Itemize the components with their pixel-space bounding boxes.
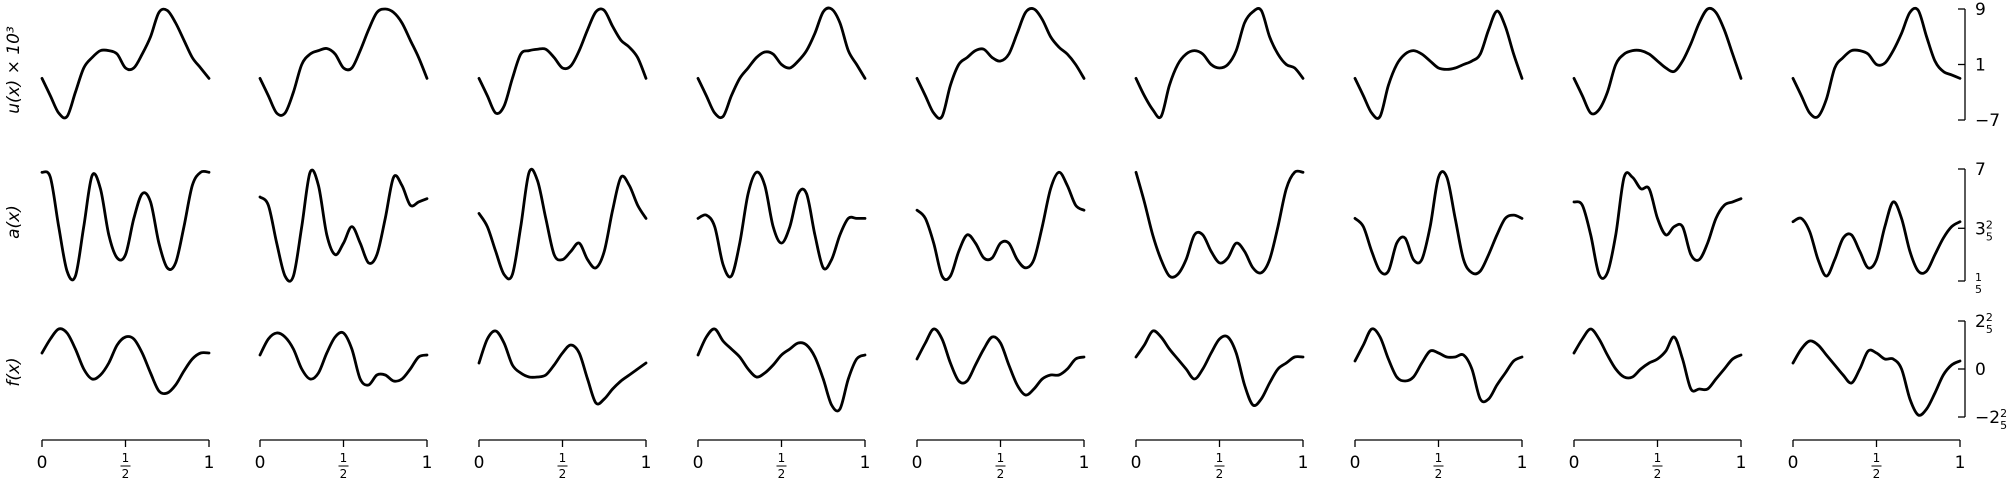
x-tick-label-5-1: 12 [995,451,1006,481]
x-tick-num: 1 [1216,451,1224,465]
series-line-a-5 [915,170,1086,282]
x-tick-label-2-0: 0 [255,453,266,473]
x-tick-num: 1 [997,451,1005,465]
x-tick-label-9-1: 12 [1871,451,1882,481]
x-tick-label-1-2: 1 [204,453,215,473]
series-line-f-1 [40,327,211,396]
y-tick-label-a-0: 7 [1975,160,1986,180]
x-tick-num: 1 [778,451,786,465]
series-line-u-9 [1791,6,1962,119]
x-tick-den: 2 [1435,467,1443,481]
x-tick-label-6-2: 1 [1298,453,1309,473]
y-tick-label-u-1: 1 [1975,56,1986,76]
x-tick-label-7-1: 12 [1433,451,1444,481]
series-line-a-7 [1353,170,1524,276]
x-tick-label-2-2: 1 [422,453,433,473]
series-line-f-2 [258,330,429,387]
row-labels: u(x) × 10³ a(x) f(x) [4,26,24,387]
right-axes: 9 1 −7 7 32 5 1 5 22 5 0 −22 5 [1958,0,2007,432]
series-line-u-7 [1353,9,1524,120]
x-tick-label-7-0: 0 [1350,453,1361,473]
series-line-u-6 [1134,7,1305,120]
x-tick-label-5-0: 0 [912,453,923,473]
x-tick-num: 1 [122,451,130,465]
y-tick-label-f-0: 22 5 [1975,311,1993,336]
x-tick-num: 1 [340,451,348,465]
x-tick-label-9-2: 1 [1955,453,1966,473]
x-tick-label-7-2: 1 [1517,453,1528,473]
y-tick-label-u-2: −7 [1975,111,2000,131]
series-line-a-9 [1791,200,1962,278]
x-tick-label-4-0: 0 [693,453,704,473]
series-line-u-3 [477,7,648,115]
series-line-u-1 [40,7,211,120]
series-line-u-8 [1572,6,1743,116]
x-tick-label-8-1: 12 [1652,451,1663,481]
x-tick-label-2-1: 12 [338,451,349,481]
x-tick-label-5-2: 1 [1079,453,1090,473]
x-tick-label-1-0: 0 [37,453,48,473]
x-tick-num: 1 [1654,451,1662,465]
series-line-f-7 [1353,327,1524,404]
x-tick-den: 2 [1873,467,1881,481]
x-tick-label-4-2: 1 [860,453,871,473]
row-label-a: a(x) [4,205,24,239]
x-tick-den: 2 [122,467,130,481]
y-tick-label-f-1: 0 [1975,360,1986,380]
series-line-a-2 [258,168,429,283]
y-tick-label-f-2: −22 5 [1975,407,2007,432]
series-line-a-4 [696,170,867,279]
x-tick-den: 2 [340,467,348,481]
row-label-u: u(x) × 10³ [4,26,24,114]
x-tick-den: 2 [559,467,567,481]
x-tick-den: 2 [997,467,1005,481]
series-line-f-4 [696,327,867,413]
x-tick-label-6-1: 12 [1214,451,1225,481]
y-tick-label-u-0: 9 [1975,0,1986,20]
series-line-f-8 [1572,327,1743,393]
x-tick-label-3-2: 1 [641,453,652,473]
x-tick-label-3-0: 0 [474,453,485,473]
x-tick-num: 1 [559,451,567,465]
panels [40,6,1962,417]
series-line-u-4 [696,6,867,120]
x-tick-label-1-1: 12 [120,451,131,481]
series-line-f-5 [915,327,1086,397]
series-line-u-2 [258,7,429,117]
x-tick-label-8-0: 0 [1569,453,1580,473]
x-tick-den: 2 [778,467,786,481]
x-tick-den: 2 [1654,467,1662,481]
x-tick-label-8-2: 1 [1736,453,1747,473]
x-tick-label-9-0: 0 [1788,453,1799,473]
x-tick-label-6-0: 0 [1131,453,1142,473]
series-line-a-3 [477,167,648,281]
y-tick-label-a-1: 32 5 [1975,218,1993,243]
series-line-a-8 [1572,171,1743,280]
row-label-f: f(x) [4,357,24,386]
series-line-a-6 [1134,169,1305,279]
series-line-f-6 [1134,329,1305,407]
x-tick-den: 2 [1216,467,1224,481]
x-tick-label-4-1: 12 [776,451,787,481]
x-tick-num: 1 [1873,451,1881,465]
x-tick-num: 1 [1435,451,1443,465]
series-line-a-1 [40,169,211,282]
series-line-u-5 [915,7,1086,120]
series-line-f-9 [1791,339,1962,417]
x-tick-label-3-1: 12 [557,451,568,481]
series-line-f-3 [477,329,648,406]
bottom-axes: 0 121 0 121 0 121 0 121 0 121 0 121 0 121 0 121 0 121 [37,439,1966,481]
